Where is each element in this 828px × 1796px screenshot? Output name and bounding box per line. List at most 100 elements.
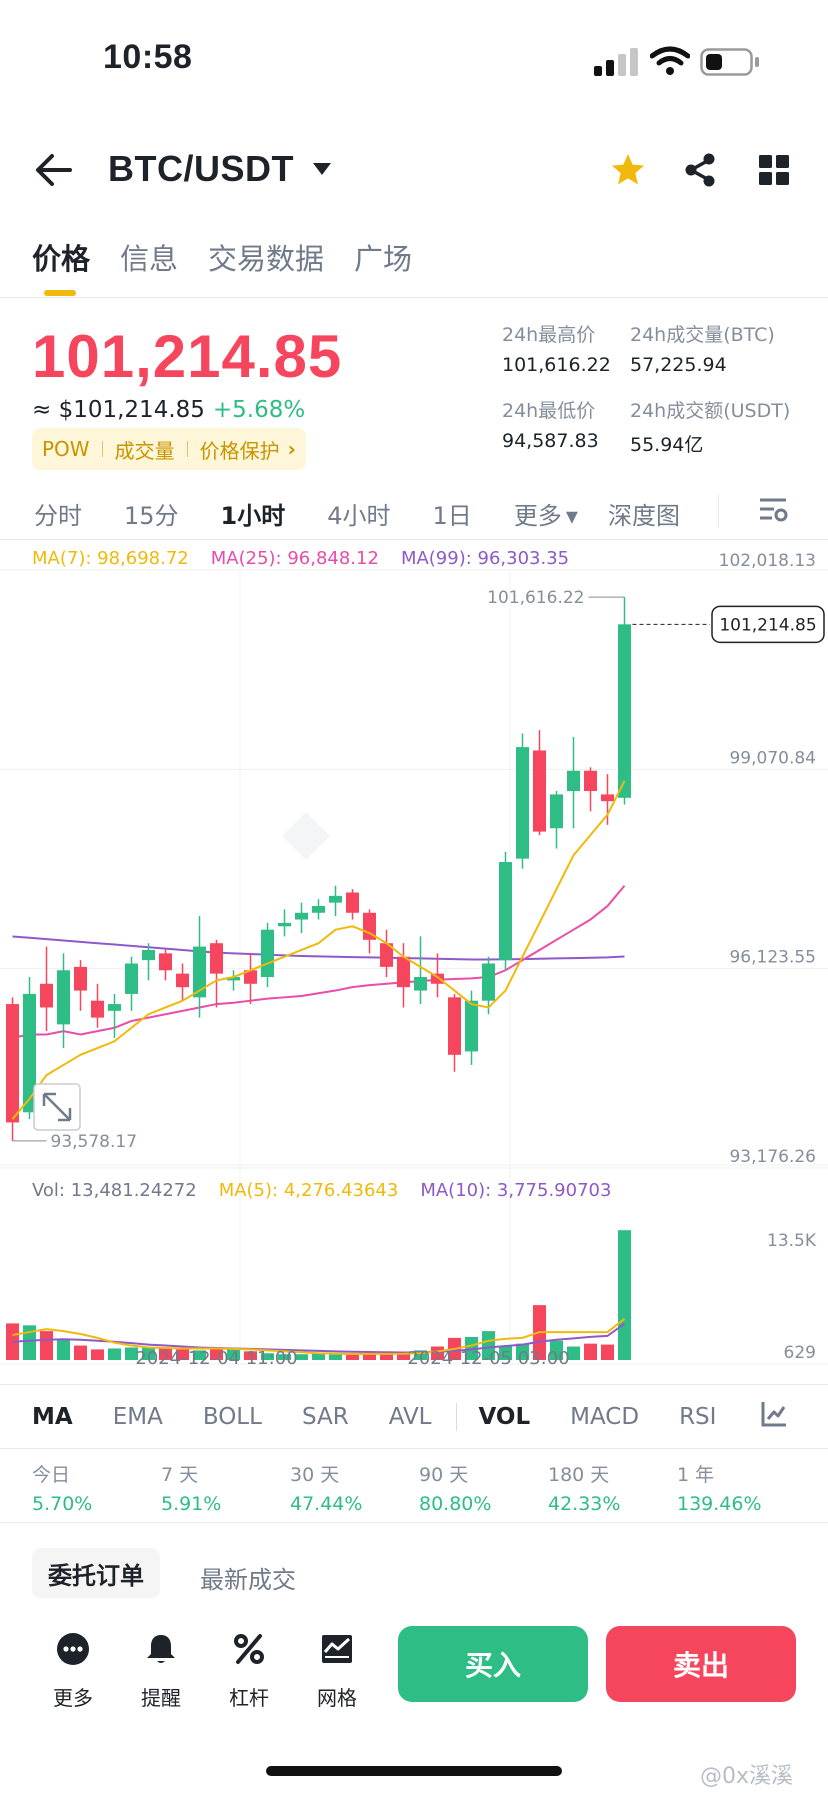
timeframe-1d[interactable]: 1日	[432, 502, 472, 530]
tag-volume[interactable]: 成交量	[114, 438, 175, 463]
indicator-macd[interactable]: MACD	[570, 1404, 640, 1430]
alert-label[interactable]: 提醒	[141, 1686, 181, 1710]
performance-label: 180 天	[548, 1464, 610, 1486]
tag-pow[interactable]: POW	[42, 437, 90, 461]
performance-value: 139.46%	[677, 1493, 762, 1515]
candle-body	[108, 1004, 121, 1011]
x-axis-tick-label: 2024-12-04 11:00	[135, 1348, 297, 1369]
volume-bar	[159, 1348, 172, 1360]
indicator-selector: MA EMA BOLL SAR AVL VOL MACD RSI	[0, 1386, 828, 1448]
volume-value-legend: Vol: 13,481.24272	[32, 1180, 197, 1201]
candle-body	[431, 973, 444, 984]
candle-body	[125, 963, 138, 994]
candle-body	[74, 966, 87, 991]
timeframe-more-label[interactable]: 更多	[513, 502, 562, 530]
grid-trading-label[interactable]: 网格	[317, 1686, 357, 1710]
indicator-ma[interactable]: MA	[32, 1404, 73, 1430]
active-tab-indicator	[44, 290, 76, 296]
tab-open-orders[interactable]: 委托订单	[32, 1548, 160, 1598]
timeframe-1h[interactable]: 1小时	[220, 502, 286, 530]
indicator-rsi[interactable]: RSI	[679, 1404, 717, 1430]
volume-bar	[618, 1230, 631, 1360]
performance-label: 30 天	[290, 1464, 340, 1486]
indicator-settings-icon[interactable]	[760, 1400, 788, 1428]
divider	[718, 494, 719, 528]
tag-price-protection[interactable]: 价格保护	[199, 438, 280, 463]
ma25-legend: MA(25): 96,848.12	[210, 548, 379, 569]
volume-ma5-legend: MA(5): 4,276.43643	[218, 1180, 399, 1201]
timeframe-more[interactable]: 更多 ▾	[514, 496, 578, 531]
home-indicator[interactable]	[266, 1766, 562, 1776]
volume-bar	[278, 1354, 291, 1360]
trading-pair-selector[interactable]: BTC/USDT	[108, 148, 294, 189]
wifi-icon	[650, 46, 690, 75]
tab-latest-trades[interactable]: 最新成交	[200, 1566, 296, 1594]
binance-logo-icon	[282, 812, 330, 860]
caret-down-icon[interactable]: ▾	[565, 502, 578, 530]
timeframe-line[interactable]: 分时	[34, 502, 82, 530]
candle-body	[499, 862, 512, 961]
depth-chart-tab[interactable]: 深度图	[608, 502, 680, 530]
tab-price[interactable]: 价格	[32, 242, 91, 276]
volume-bar	[125, 1347, 138, 1360]
tab-open-orders-label[interactable]: 委托订单	[48, 1561, 144, 1590]
tab-square[interactable]: 广场	[354, 242, 413, 276]
performance-180d: 180 天 42.33%	[548, 1460, 620, 1515]
bell-icon[interactable]	[144, 1632, 178, 1666]
indicator-sar[interactable]: SAR	[301, 1404, 349, 1430]
alert-button[interactable]: 提醒	[126, 1632, 196, 1711]
tab-info[interactable]: 信息	[120, 242, 179, 276]
ma99-line	[12, 935, 625, 961]
back-arrow-icon[interactable]	[34, 152, 74, 188]
percent-icon[interactable]	[232, 1632, 266, 1666]
volume-bar	[380, 1354, 393, 1360]
chart-settings-icon[interactable]	[758, 496, 788, 524]
buy-button[interactable]: 买入	[398, 1626, 588, 1702]
favorite-star-icon[interactable]	[610, 152, 646, 188]
share-icon[interactable]	[682, 152, 718, 188]
y-axis-tick-label: 96,123.55	[729, 948, 816, 968]
grid-menu-icon[interactable]	[758, 154, 790, 186]
volume-bar	[414, 1350, 427, 1360]
candle-body	[261, 929, 274, 978]
grid-trading-button[interactable]: 网格	[302, 1632, 372, 1711]
performance-value: 42.33%	[548, 1493, 621, 1515]
more-button[interactable]: 更多	[38, 1632, 108, 1711]
token-tags[interactable]: POW 成交量 价格保护 ›	[32, 428, 306, 470]
timeframe-4h[interactable]: 4小时	[327, 502, 391, 530]
divider	[0, 1384, 828, 1385]
performance-90d: 90 天 80.80%	[419, 1460, 491, 1515]
performance-30d: 30 天 47.44%	[290, 1460, 362, 1515]
grid-trading-icon[interactable]	[320, 1632, 354, 1666]
volume-bar	[142, 1347, 155, 1360]
candle-body	[363, 912, 376, 940]
volume-ma5-line	[12, 1318, 626, 1356]
low-price-label: 93,578.17	[51, 1132, 138, 1152]
indicator-vol[interactable]: VOL	[478, 1404, 531, 1430]
indicator-ema[interactable]: EMA	[112, 1404, 163, 1430]
leverage-button[interactable]: 杠杆	[214, 1632, 284, 1711]
more-dots-icon[interactable]	[56, 1632, 90, 1666]
candlestick-chart[interactable]: 102,018.13 99,070.84 96,123.55 93,176.26 101…	[0, 540, 828, 1370]
candle-body	[482, 963, 495, 1001]
candle-body	[6, 1004, 19, 1123]
volume-axis-tick-label: 13.5K	[767, 1231, 817, 1251]
more-label[interactable]: 更多	[53, 1686, 93, 1710]
y-axis-tick-label: 102,018.13	[719, 551, 816, 571]
indicator-avl[interactable]: AVL	[388, 1404, 432, 1430]
leverage-label[interactable]: 杠杆	[229, 1686, 269, 1710]
volume-bar	[329, 1354, 342, 1360]
performance-value: 5.91%	[161, 1493, 222, 1515]
indicator-boll[interactable]: BOLL	[202, 1404, 262, 1430]
timeframe-15m[interactable]: 15分	[124, 502, 179, 530]
tab-trading-data[interactable]: 交易数据	[208, 242, 325, 276]
volume-bar	[584, 1343, 597, 1360]
caret-down-icon[interactable]	[312, 162, 332, 176]
divider	[0, 1522, 828, 1523]
candle-body	[533, 750, 546, 832]
volume-bar	[550, 1340, 563, 1360]
chevron-right-icon[interactable]: ›	[287, 437, 296, 461]
volume-bar	[312, 1353, 325, 1360]
sell-button[interactable]: 卖出	[606, 1626, 796, 1702]
volume-bar	[193, 1350, 206, 1360]
